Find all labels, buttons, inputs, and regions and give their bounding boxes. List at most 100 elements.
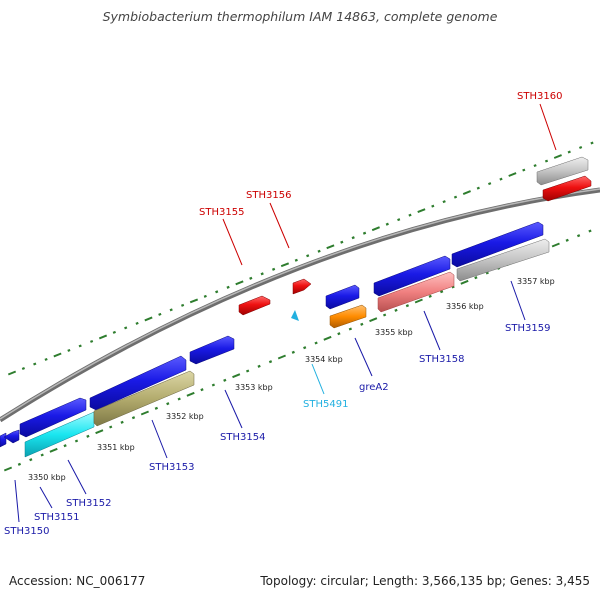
gene-label[interactable]: STH5491 (303, 399, 348, 410)
minor-tick (112, 330, 117, 334)
gene-label[interactable]: STH3160 (517, 91, 562, 102)
leader-sth3156 (269, 202, 290, 249)
major-tick (277, 354, 286, 360)
minor-tick (63, 444, 67, 448)
major-tick (95, 429, 104, 435)
gene-sth3159-gray[interactable] (456, 238, 550, 282)
gene-sth3160[interactable] (542, 175, 592, 202)
minor-tick (294, 258, 298, 262)
minor-tick (317, 249, 321, 253)
leader-sth3154 (224, 389, 243, 429)
leader-sth3152 (67, 459, 87, 495)
gene-sth3156[interactable] (292, 278, 312, 295)
minor-tick (588, 229, 592, 233)
minor-tick (44, 357, 48, 361)
gene-label[interactable]: STH3152 (66, 498, 111, 509)
minor-tick (303, 346, 307, 350)
major-tick (462, 190, 471, 196)
scale-label: 3352 kbp (166, 412, 204, 421)
minor-tick (337, 332, 341, 336)
major-tick (326, 244, 335, 250)
minor-tick (21, 366, 26, 371)
gene-blue-3153[interactable] (89, 355, 187, 411)
minor-tick (499, 177, 503, 181)
gene-sth3150[interactable] (0, 432, 7, 448)
minor-tick (567, 150, 571, 154)
gene-label[interactable]: STH3154 (220, 432, 265, 443)
gene-blue-3151b[interactable] (19, 397, 87, 438)
gene-grea2[interactable] (325, 284, 360, 310)
leader-sth3150 (14, 479, 20, 523)
scale-label: 3353 kbp (235, 383, 273, 392)
scale-label: 3351 kbp (97, 443, 135, 452)
minor-tick (362, 231, 367, 235)
leader-sth3155 (222, 218, 243, 266)
minor-tick (340, 240, 344, 244)
gene-sth3154[interactable] (189, 335, 235, 365)
gene-sth3152[interactable] (24, 411, 95, 458)
minor-tick (476, 186, 480, 190)
genome-backbone-highlight (0, 188, 600, 420)
genome-backbone (0, 187, 600, 423)
gene-sth3155[interactable] (238, 295, 271, 316)
minor-tick (348, 327, 353, 331)
minor-tick (78, 344, 82, 348)
leader-sth3151 (39, 486, 53, 509)
map-title: Symbiobacterium thermophilum IAM 14863, … (102, 9, 498, 24)
gene-sth3158-salmon[interactable] (377, 271, 455, 313)
gene-sth5491[interactable] (291, 310, 299, 321)
minor-tick (394, 308, 398, 312)
major-tick (232, 373, 241, 379)
gene-label[interactable]: STH3151 (34, 512, 79, 523)
minor-tick (211, 383, 216, 387)
minor-tick (17, 462, 22, 466)
minor-tick (485, 271, 489, 275)
major-tick (551, 242, 560, 248)
minor-tick (397, 218, 401, 222)
gene-sth3160-gray[interactable] (536, 156, 589, 186)
minor-tick (257, 364, 261, 368)
minor-tick (120, 420, 124, 424)
minor-tick (576, 234, 581, 238)
minor-tick (271, 267, 276, 271)
major-tick (144, 316, 153, 322)
gene-label[interactable]: STH3155 (199, 207, 244, 218)
minor-tick (590, 141, 594, 145)
scale-label: 3357 kbp (517, 277, 555, 286)
scale-label: 3355 kbp (375, 328, 413, 337)
major-tick (369, 317, 378, 323)
gene-label[interactable]: greA2 (359, 382, 389, 393)
gene-label[interactable]: STH3158 (419, 354, 464, 365)
minor-tick (268, 360, 273, 364)
minor-tick (223, 378, 227, 382)
gene-sth3151[interactable] (3, 429, 20, 444)
gene-label[interactable]: STH3150 (4, 526, 49, 537)
gene-grea2-orange[interactable] (329, 304, 367, 329)
minor-tick (181, 303, 185, 307)
minor-tick (245, 369, 250, 373)
gene-sth3158[interactable] (373, 255, 451, 297)
major-tick (553, 154, 562, 159)
gene-label[interactable]: STH3153 (149, 462, 194, 473)
minor-tick (474, 276, 478, 280)
major-tick (186, 391, 195, 397)
gene-sth3153[interactable] (93, 370, 195, 427)
gene-label[interactable]: STH3156 (246, 190, 291, 201)
minor-tick (306, 254, 310, 258)
minor-tick (154, 406, 159, 410)
minor-tick (158, 312, 162, 316)
minor-tick (533, 164, 537, 168)
minor-tick (200, 388, 204, 392)
gene-sth3159[interactable] (451, 221, 544, 268)
minor-tick (131, 416, 136, 420)
gene-label[interactable]: STH3159 (505, 323, 550, 334)
minor-tick (439, 290, 444, 294)
minor-tick (29, 458, 33, 462)
leader-grea2 (354, 337, 373, 377)
major-tick (460, 279, 469, 285)
major-tick (508, 172, 517, 177)
minor-tick (382, 313, 387, 317)
minor-tick (408, 213, 412, 217)
minor-tick (249, 276, 253, 280)
